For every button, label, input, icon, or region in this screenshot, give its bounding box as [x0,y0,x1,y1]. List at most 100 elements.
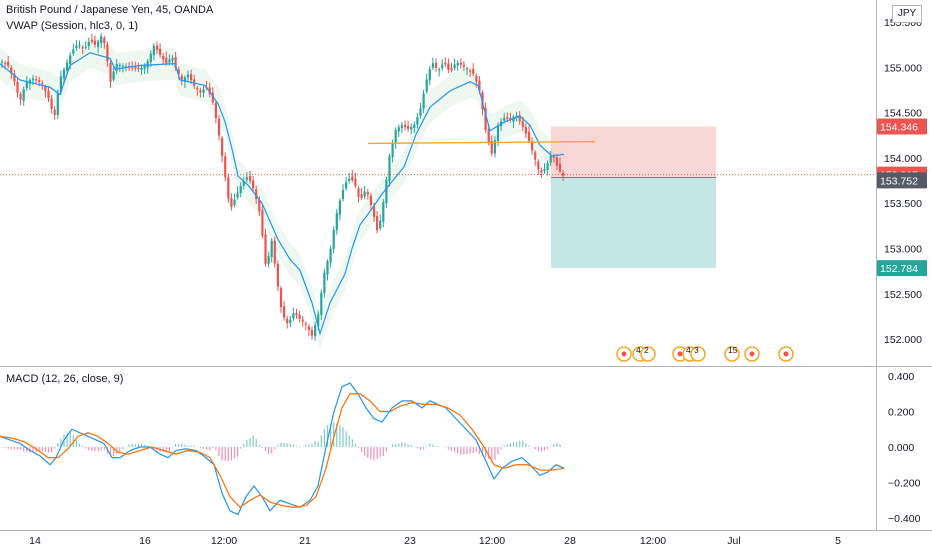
candle-body [478,80,481,91]
candle-body [124,66,128,68]
price-tick-label: 152.500 [884,289,922,301]
candle-body [44,86,47,92]
candle-body [465,68,469,70]
candle-body [155,45,159,51]
candle-body [413,124,416,128]
candle-body [400,125,403,129]
candle-body [453,64,456,69]
candle-body [441,64,444,68]
candle-body [385,179,388,203]
event-count-label: 15 [728,345,738,355]
event-count-label: 4 [636,345,641,355]
candle-body [456,62,459,66]
candle-body [56,93,59,116]
event-count-label: 3 [694,345,699,355]
candle-body [177,69,180,75]
candle-body [121,65,124,67]
candle-body [97,41,100,47]
candle-body [283,306,286,318]
candle-body [112,71,115,80]
candle-body [379,220,382,229]
candle-body [369,195,372,205]
candle-body [366,192,369,195]
candle-body [224,156,227,178]
candle-body [84,46,87,48]
candle-body [199,90,202,93]
candle-body [171,58,174,61]
candle-body [301,319,304,322]
candle-body [190,74,193,81]
candle-body [320,292,323,316]
candle-body [450,68,453,71]
candle-body [41,83,44,85]
candle-body [357,188,360,197]
candle-body [53,109,56,115]
candle-body [562,172,565,176]
vwap-legend[interactable]: VWAP (Session, hlc3, 0, 1) [6,20,139,32]
candle-body [543,168,546,172]
candle-body [422,93,425,109]
stop-loss-zone [551,126,716,178]
event-count-label: 4 [686,345,691,355]
candle-body [447,63,450,70]
candle-body [534,152,537,160]
candle-body [363,191,366,197]
candle-body [317,314,320,326]
candle-body [490,140,493,154]
candle-body [13,73,16,82]
candle-body [549,155,552,163]
time-tick-label: 12:00 [479,535,505,547]
candle-body [338,200,341,215]
candle-body [35,79,38,81]
candle-body [137,67,140,69]
currency-button[interactable]: JPY [892,5,922,23]
candle-body [360,194,363,199]
candle-body [140,67,143,70]
candles [0,33,565,341]
candle-body [236,192,239,198]
time-tick-label: 16 [139,535,151,547]
candle-body [66,62,69,71]
event-flag-dot [749,351,755,357]
price-label-text: 153.752 [880,175,918,187]
candle-body [286,318,289,324]
candle-body [227,177,230,199]
trend-line [367,140,596,145]
candle-body [310,330,314,336]
price-tick-label: 154.500 [884,108,922,120]
price-label-tag [877,260,927,277]
candle-body [100,36,103,43]
candle-body [38,80,41,82]
candle-body [472,69,475,74]
candle-body [261,209,264,236]
candle-body [524,127,527,134]
vwap-band [0,36,564,350]
time-tick-label: Jul [727,535,740,547]
candle-body [503,118,506,121]
macd-legend[interactable]: MACD (12, 26, close, 9) [6,373,124,385]
candle-body [168,59,171,63]
price-label-text: 152.784 [880,263,918,275]
price-label-tag [877,118,927,135]
candle-body [31,78,35,81]
price-label-tag [877,172,927,189]
candle-body [115,63,118,71]
event-flag-dot [783,351,789,357]
macd-tick-label: 0.400 [888,371,914,383]
candle-body [118,64,121,66]
candle-body [78,45,81,47]
candle-body [69,55,72,65]
candle-body [149,53,152,63]
candle-body [391,142,394,158]
candle-body [329,248,332,263]
candle-body [314,325,317,337]
candle-body [4,63,7,65]
candle-body [496,125,500,142]
candle-body [276,263,279,287]
candle-body [143,66,146,69]
candle-body [382,201,385,222]
symbol-title[interactable]: British Pound / Japanese Yen, 45, OANDA [6,4,214,16]
candle-body [462,64,465,67]
candle-body [152,45,155,55]
